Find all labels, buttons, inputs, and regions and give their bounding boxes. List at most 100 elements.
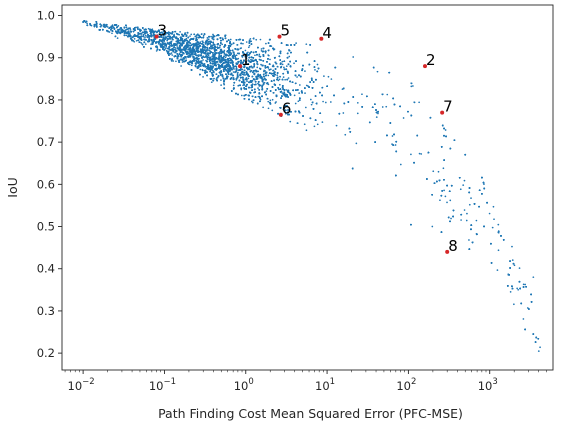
scatter-point: [463, 209, 466, 211]
scatter-point: [335, 124, 338, 127]
scatter-point: [305, 43, 308, 46]
scatter-point: [259, 98, 262, 101]
scatter-point: [399, 163, 402, 166]
scatter-point: [282, 108, 285, 111]
scatter-point: [450, 217, 452, 220]
scatter-point: [249, 38, 252, 40]
scatter-point: [263, 81, 266, 84]
scatter-point: [516, 287, 519, 290]
scatter-point: [267, 100, 270, 103]
scatter-point: [375, 116, 378, 118]
scatter-point: [313, 125, 316, 128]
scatter-point: [277, 79, 280, 82]
scatter-point: [278, 83, 281, 86]
scatter-point: [215, 78, 218, 80]
scatter-point: [356, 112, 359, 115]
scatter-point: [432, 170, 435, 173]
scatter-point: [242, 84, 244, 87]
scatter-point: [125, 26, 128, 29]
scatter-point: [294, 102, 297, 105]
scatter-point: [229, 70, 231, 73]
scatter-point: [281, 60, 284, 63]
scatter-point: [260, 48, 263, 50]
scatter-point: [166, 35, 169, 38]
scatter-point: [144, 36, 146, 39]
scatter-point: [200, 36, 203, 39]
scatter-point: [391, 135, 394, 137]
scatter-point: [106, 26, 109, 28]
scatter-point: [175, 60, 177, 63]
scatter-point: [271, 98, 274, 101]
scatter-point: [202, 76, 204, 78]
scatter-point: [210, 81, 213, 84]
scatter-point: [181, 61, 184, 63]
scatter-point: [240, 72, 243, 75]
scatter-point: [236, 72, 239, 75]
scatter-point: [166, 47, 169, 50]
scatter-point: [402, 117, 405, 119]
scatter-point: [303, 123, 306, 126]
scatter-point: [253, 83, 256, 86]
scatter-point: [463, 179, 466, 182]
scatter-point: [267, 54, 270, 56]
scatter-point: [462, 184, 465, 186]
scatter-point: [221, 43, 224, 46]
scatter-point: [412, 85, 414, 87]
scatter-point: [257, 95, 260, 98]
scatter-point: [394, 144, 397, 146]
scatter-point: [279, 75, 281, 78]
scatter-point: [352, 56, 355, 58]
scatter-point: [174, 47, 177, 49]
scatter-point: [251, 100, 253, 103]
scatter-point: [410, 85, 413, 88]
scatter-point: [475, 219, 478, 222]
scatter-point: [246, 80, 248, 83]
scatter-point: [298, 84, 301, 86]
scatter-point: [517, 288, 520, 291]
scatter-point: [293, 94, 296, 97]
scatter-point: [200, 33, 203, 36]
scatter-point: [466, 212, 468, 215]
scatter-point: [202, 34, 205, 37]
scatter-point: [219, 73, 222, 75]
scatter-point: [200, 53, 203, 55]
scatter-point: [108, 31, 111, 33]
scatter-point: [189, 48, 192, 50]
scatter-point: [232, 71, 235, 73]
scatter-point: [170, 52, 173, 54]
scatter-point: [248, 39, 251, 42]
scatter-point: [220, 84, 222, 86]
scatter-point: [361, 93, 363, 96]
scatter-point: [162, 43, 165, 46]
scatter-point: [278, 78, 281, 81]
scatter-point: [321, 121, 324, 123]
scatter-point: [381, 106, 384, 108]
scatter-point: [304, 70, 306, 72]
scatter-point: [282, 76, 285, 78]
scatter-point: [155, 50, 158, 52]
scatter-point: [242, 42, 244, 45]
scatter-point: [231, 67, 233, 70]
scatter-point: [310, 103, 313, 106]
scatter-point: [344, 133, 347, 136]
scatter-point: [221, 37, 224, 40]
scatter-point: [420, 153, 423, 155]
scatter-point: [180, 65, 182, 67]
scatter-point: [244, 74, 246, 76]
scatter-point: [276, 74, 279, 77]
scatter-point: [179, 31, 181, 33]
scatter-point: [289, 120, 292, 123]
scatter-point: [198, 43, 200, 46]
scatter-point: [287, 44, 289, 46]
scatter-point: [327, 75, 330, 78]
scatter-point: [171, 54, 174, 56]
scatter-point: [356, 101, 359, 104]
scatter-point: [210, 44, 212, 46]
scatter-point: [386, 93, 389, 96]
scatter-point: [207, 40, 210, 43]
scatter-point: [245, 41, 248, 43]
scatter-point: [237, 71, 239, 74]
scatter-point: [236, 52, 239, 55]
scatter-point: [114, 35, 117, 38]
scatter-point: [459, 188, 462, 191]
